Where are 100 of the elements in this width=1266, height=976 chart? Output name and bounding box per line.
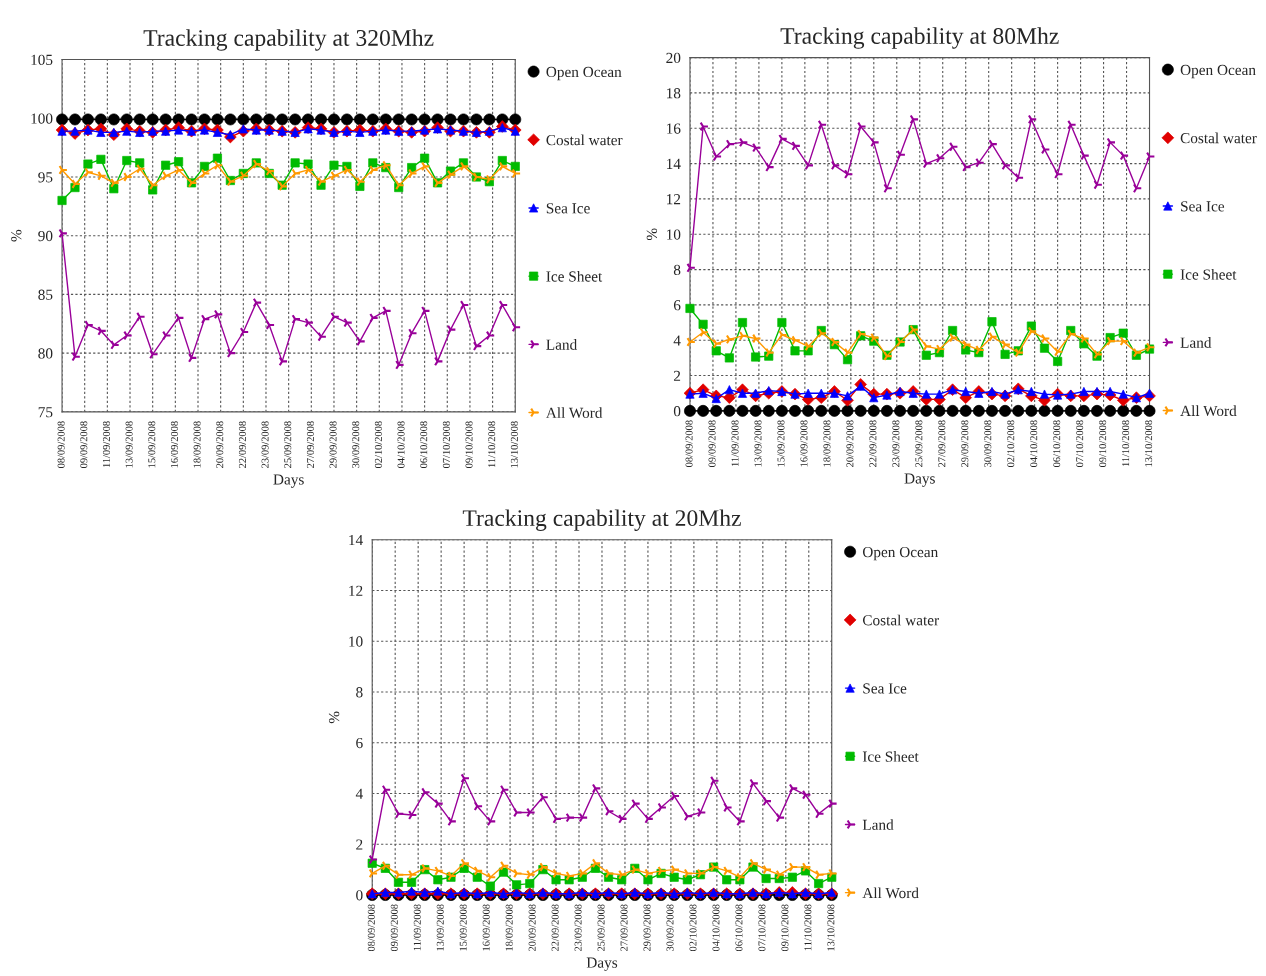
legend-label: All Word <box>862 887 919 899</box>
x-tick-label: 16/09/2008 <box>482 904 490 951</box>
x-tick-label: 27/09/2008 <box>306 421 314 468</box>
x-tick-label: 06/10/2008 <box>1053 420 1061 467</box>
x-tick-label: 27/09/2008 <box>620 904 628 952</box>
y-tick-label: 8 <box>356 687 363 698</box>
y-tick-label: 14 <box>349 534 363 546</box>
x-tick-label: 22/09/2008 <box>551 904 559 952</box>
x-tick-label: 25/09/2008 <box>597 904 605 952</box>
x-tick-label: 16/09/2008 <box>800 420 808 467</box>
x-tick-label: 11/10/2008 <box>804 904 812 951</box>
y-axis-title: % <box>11 229 22 242</box>
x-tick-label: 29/09/2008 <box>961 420 969 467</box>
x-tick-label: 20/09/2008 <box>528 904 536 952</box>
x-tick-label: 16/09/2008 <box>170 421 178 468</box>
legend-label: Open Ocean <box>1180 64 1256 79</box>
x-tick-label: 11/10/2008 <box>1122 420 1130 467</box>
chart-title: Tracking capability at 20Mhz <box>462 509 741 531</box>
legend-label: Open Ocean <box>546 66 622 81</box>
y-tick-label: 90 <box>38 230 53 242</box>
y-tick-label: 16 <box>667 123 681 134</box>
x-tick-label: 02/10/2008 <box>689 904 697 952</box>
x-tick-label: 13/09/2008 <box>125 421 133 468</box>
legend-label: Sea Ice <box>863 683 907 694</box>
x-tick-label: 11/09/2008 <box>102 421 110 468</box>
x-tick-label: 29/09/2008 <box>643 904 651 952</box>
x-tick-label: 29/09/2008 <box>329 421 337 468</box>
y-tick-label: 6 <box>356 737 363 749</box>
y-tick-label: 12 <box>349 585 363 596</box>
x-tick-label: 09/10/2008 <box>1099 420 1107 467</box>
x-tick-label: 20/09/2008 <box>216 421 224 468</box>
y-tick-label: 20 <box>666 52 681 64</box>
y-tick-label: 95 <box>38 172 53 183</box>
x-tick-label: 13/10/2008 <box>510 421 518 468</box>
x-tick-label: 23/09/2008 <box>574 904 582 952</box>
y-axis-title: % <box>328 711 340 724</box>
y-tick-label: 85 <box>38 289 53 300</box>
x-tick-label: 11/09/2008 <box>413 904 421 951</box>
x-tick-label: 09/09/2008 <box>80 421 88 468</box>
x-tick-label: 20/09/2008 <box>846 420 854 467</box>
x-tick-label: 18/09/2008 <box>193 421 201 468</box>
x-axis-title: Days <box>904 473 935 487</box>
x-tick-label: 18/09/2008 <box>823 420 831 467</box>
chart-title: Tracking capability at 320Mhz <box>143 29 434 51</box>
x-tick-label: 18/09/2008 <box>505 904 513 951</box>
y-tick-label: 0 <box>356 890 363 901</box>
x-tick-label: 08/09/2008 <box>367 904 375 952</box>
y-tick-label: 6 <box>673 300 681 311</box>
legend-label: Sea Ice <box>1181 201 1225 212</box>
x-tick-label: 27/09/2008 <box>938 420 946 467</box>
x-axis-title: Days <box>273 474 304 488</box>
x-tick-label: 07/10/2008 <box>1076 420 1084 467</box>
x-tick-label: 13/10/2008 <box>1145 420 1153 467</box>
x-tick-label: 15/09/2008 <box>777 420 785 467</box>
x-tick-label: 22/09/2008 <box>238 421 246 468</box>
y-axis-title: % <box>646 228 658 241</box>
x-tick-label: 09/10/2008 <box>781 904 789 952</box>
y-tick-label: 8 <box>673 264 681 276</box>
y-tick-label: 2 <box>356 839 363 850</box>
y-tick-label: 10 <box>349 636 363 647</box>
legend-label: Land <box>862 819 894 830</box>
y-tick-label: 100 <box>31 113 53 124</box>
x-tick-label: 04/10/2008 <box>712 904 720 952</box>
legend-label: Land <box>546 339 578 350</box>
legend-label: Costal water <box>546 134 623 146</box>
x-tick-label: 15/09/2008 <box>459 904 467 951</box>
legend-label: Ice Sheet <box>546 270 603 282</box>
x-tick-label: 13/09/2008 <box>754 420 762 467</box>
y-tick-label: 80 <box>38 348 53 359</box>
x-tick-label: 25/09/2008 <box>915 420 923 467</box>
x-tick-label: 11/10/2008 <box>488 421 496 468</box>
x-tick-label: 11/09/2008 <box>731 420 739 467</box>
legend-label: All Word <box>1180 405 1237 417</box>
x-tick-label: 13/09/2008 <box>436 904 444 951</box>
y-tick-label: 18 <box>667 88 681 99</box>
x-tick-label: 09/09/2008 <box>708 420 716 467</box>
x-tick-label: 23/09/2008 <box>892 420 900 467</box>
legend-label: Land <box>1180 337 1212 348</box>
x-tick-label: 30/09/2008 <box>666 904 674 951</box>
y-tick-label: 105 <box>31 54 53 65</box>
y-tick-label: 2 <box>673 370 681 381</box>
legend-label: Open Ocean <box>862 546 939 561</box>
y-tick-label: 75 <box>38 407 53 418</box>
legend-label: Ice Sheet <box>1180 268 1237 280</box>
y-tick-label: 12 <box>667 194 681 205</box>
x-tick-label: 08/09/2008 <box>685 420 693 467</box>
y-tick-label: 0 <box>673 406 681 417</box>
x-axis-title: Days <box>586 957 618 971</box>
x-tick-label: 30/09/2008 <box>984 420 992 467</box>
x-tick-label: 02/10/2008 <box>374 421 382 468</box>
x-tick-label: 07/10/2008 <box>442 421 450 468</box>
legend-label: Costal water <box>862 614 939 626</box>
x-tick-label: 06/10/2008 <box>735 904 743 952</box>
y-tick-label: 10 <box>667 229 681 240</box>
legend-label: Sea Ice <box>546 203 590 214</box>
y-tick-label: 14 <box>667 158 681 169</box>
x-tick-label: 04/10/2008 <box>397 421 405 468</box>
chart-title: Tracking capability at 80Mhz <box>780 27 1059 49</box>
y-tick-label: 4 <box>355 788 363 799</box>
legend-label: All Word <box>545 407 603 419</box>
